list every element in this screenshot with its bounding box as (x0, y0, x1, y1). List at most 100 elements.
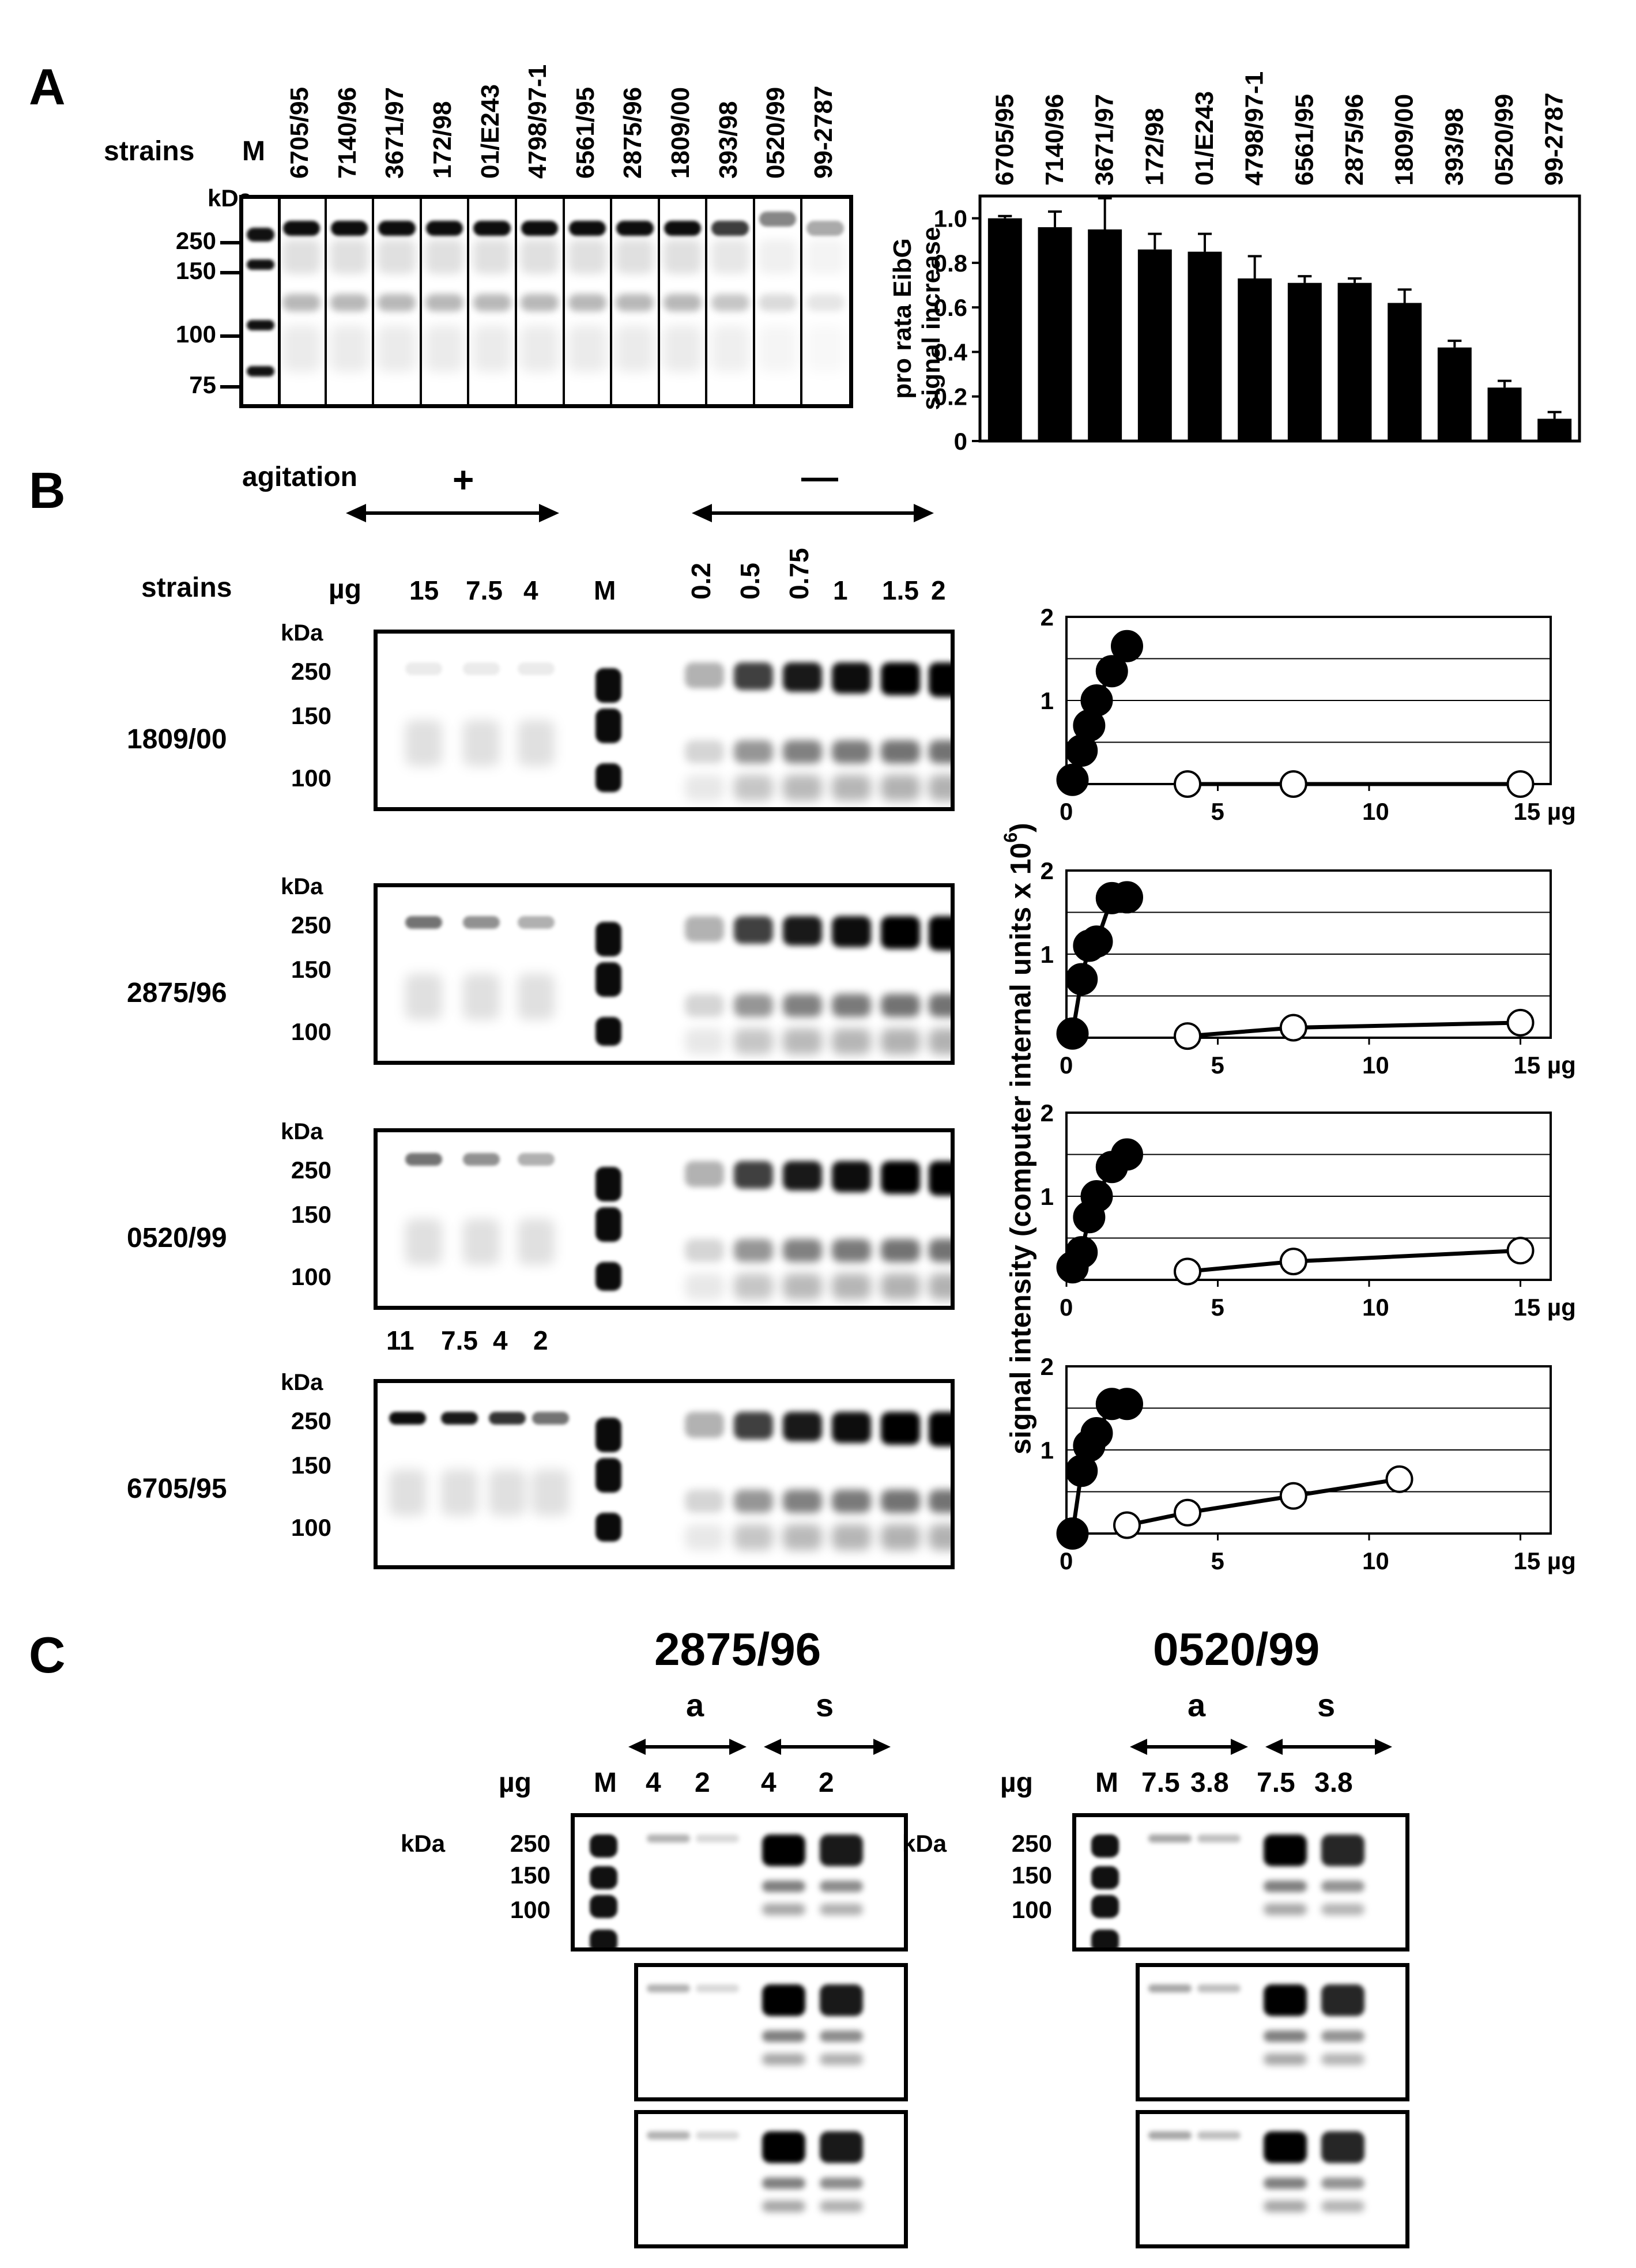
gel-lane (706, 199, 754, 404)
protein-band (696, 1834, 739, 1843)
signal-line-chart: 1 2 0 5 10 15 µg (1041, 1353, 1576, 1574)
gel-lane (730, 1132, 776, 1306)
gel-lane (458, 887, 504, 1061)
protein-band (685, 1161, 724, 1187)
x-category-label: 1809/00 (1390, 94, 1419, 186)
open-point (1174, 770, 1201, 798)
x-category-label: 7140/96 (1041, 94, 1069, 186)
x-tick-label: 0 (1060, 1294, 1073, 1321)
x-tick-label: 0 (1060, 798, 1073, 825)
lane-divider (657, 199, 660, 404)
protein-band (685, 1412, 724, 1438)
open-point (1174, 1498, 1201, 1527)
marker-label: 250 (291, 1407, 331, 1434)
gel-lane (421, 199, 469, 404)
smear (881, 1028, 920, 1054)
protein-band (1321, 2201, 1364, 2212)
open-point (1506, 770, 1535, 798)
gel-lane (1318, 1817, 1367, 1947)
protein-band (696, 2131, 739, 2139)
smear (389, 1470, 426, 1516)
smear (881, 1274, 920, 1299)
agitated-range-arrow (346, 504, 559, 522)
smear (568, 239, 606, 274)
smear (518, 974, 555, 1020)
protein-band (1264, 1904, 1307, 1915)
protein-band (663, 294, 702, 311)
gel-lane (925, 634, 951, 807)
gel-lane (693, 2114, 742, 2244)
amount-label: 2 (695, 1768, 710, 1798)
amount-label: 4 (761, 1768, 776, 1798)
kda-label: kDa (281, 1370, 323, 1395)
filled-point (1056, 1517, 1089, 1550)
y-tick-label: 2 (1041, 857, 1054, 884)
gel-lane (730, 887, 776, 1061)
marker-band (247, 320, 274, 330)
protein-band (1264, 1984, 1307, 2016)
protein-band (521, 294, 559, 311)
smear (929, 1524, 951, 1550)
gel-lane (644, 1817, 693, 1947)
lane-divider (562, 199, 565, 404)
protein-band (616, 221, 654, 236)
marker-band (247, 259, 274, 270)
protein-band (330, 221, 368, 236)
gel-strain-label: 01/E243 (476, 84, 504, 179)
protein-band (1264, 1881, 1307, 1892)
protein-band (762, 1984, 805, 2016)
agitated-amount-label: 4 (493, 1325, 508, 1355)
protein-band (489, 1412, 526, 1425)
marker-label: 100 (291, 1018, 331, 1045)
protein-band (1321, 2054, 1364, 2065)
marker-band (595, 1262, 621, 1291)
x-tick-label: 10 (1362, 1294, 1389, 1321)
protein-band (832, 1161, 871, 1192)
open-point (1174, 1257, 1201, 1286)
smear (663, 239, 702, 274)
gel-lane (877, 1383, 923, 1565)
lane-divider (278, 199, 281, 404)
x-category-label: 01/E243 (1190, 91, 1219, 186)
gel-lane (779, 634, 825, 807)
gel-strain-label: 1809/00 (666, 86, 695, 179)
y-tick-label: 0.4 (934, 338, 968, 366)
kda-label: kDa (281, 1119, 323, 1144)
protein-band (1321, 1881, 1364, 1892)
marker-band (590, 1866, 617, 1889)
a-label: a (1188, 1687, 1206, 1723)
gel-strain-label: 4798/97-1 (523, 64, 552, 179)
marker-tick (220, 385, 241, 389)
marker-lane (594, 634, 623, 807)
western-blot (634, 1963, 908, 2101)
smear (685, 1028, 724, 1054)
protein-band (425, 294, 464, 311)
open-point (1279, 770, 1307, 798)
protein-band (759, 212, 797, 227)
smear (568, 326, 606, 372)
gel-lane (779, 887, 825, 1061)
marker-label: 150 (1011, 1862, 1052, 1889)
panel-c-right-title: 0520/99 (1153, 1623, 1320, 1675)
filled-point (1080, 1180, 1113, 1212)
protein-band (783, 994, 822, 1017)
y-axis-label-line: signal increase (917, 227, 945, 410)
protein-band (1264, 2177, 1307, 2189)
marker-label: 250 (291, 911, 331, 939)
x-category-label: 4798/97-1 (1241, 71, 1269, 186)
smear (759, 326, 797, 372)
marker-band (590, 1930, 617, 1947)
smear (473, 326, 511, 372)
protein-band (762, 2131, 805, 2163)
marker-label: 150 (291, 1201, 331, 1228)
gel-strain-label: 393/98 (714, 101, 742, 179)
strain-row-label: 0520/99 (127, 1223, 227, 1253)
gel-lane (644, 2114, 693, 2244)
agitated-amount-label: 4 (523, 575, 538, 605)
bar (1188, 251, 1222, 441)
static-amount-label: 1 (833, 575, 848, 605)
agitated-series-line (1187, 1248, 1521, 1274)
marker-band (247, 228, 274, 242)
smear (685, 1524, 724, 1550)
